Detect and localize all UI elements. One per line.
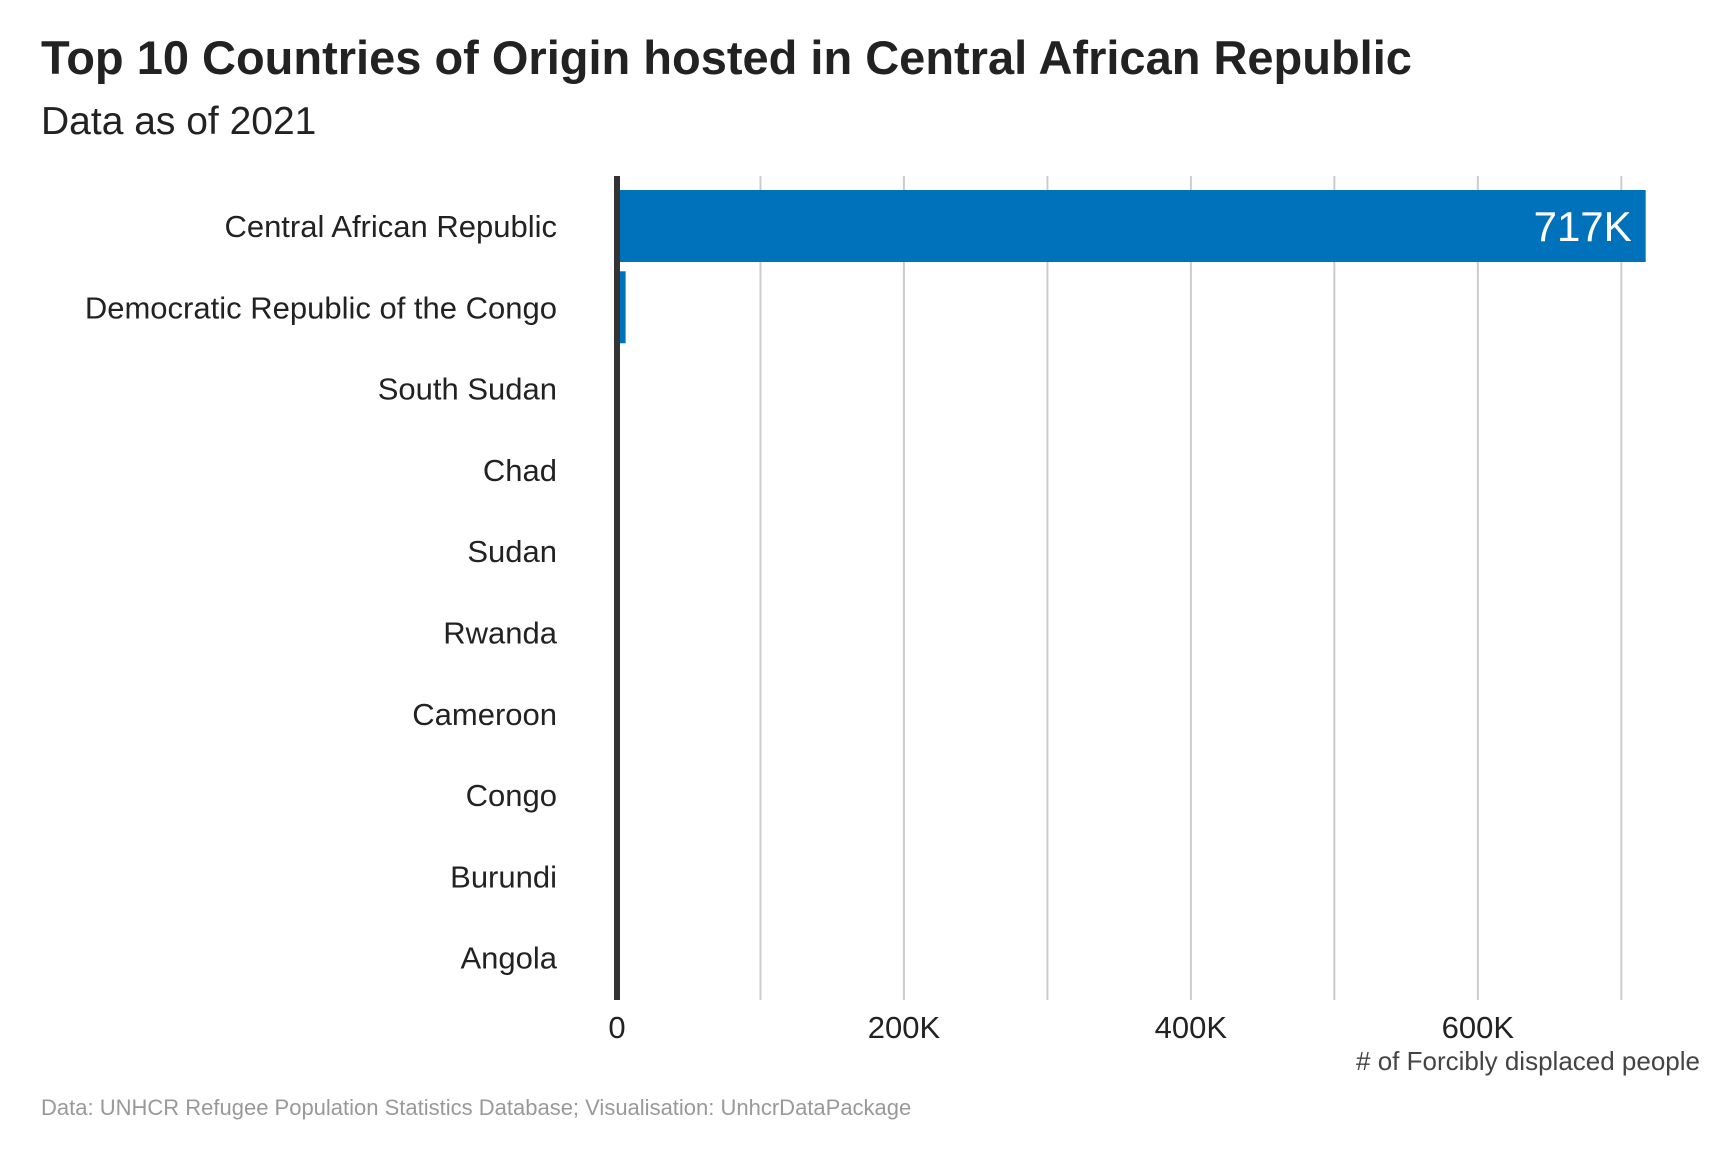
gridlines — [759, 176, 1623, 1000]
x-axis-title: # of Forcibly displaced people — [1356, 1046, 1700, 1076]
category-label: South Sudan — [378, 372, 557, 407]
category-label: Democratic Republic of the Congo — [85, 290, 557, 325]
x-tick-label: 0 — [608, 1010, 625, 1045]
category-label: Burundi — [450, 859, 557, 894]
category-label: Congo — [466, 778, 557, 813]
x-tick-label: 200K — [868, 1010, 941, 1045]
chart-title: Top 10 Countries of Origin hosted in Cen… — [41, 31, 1412, 84]
category-label: Angola — [460, 941, 557, 976]
category-label: Cameroon — [412, 697, 557, 732]
chart-caption: Data: UNHCR Refugee Population Statistic… — [41, 1095, 912, 1120]
category-labels: Central African Republic Democratic Repub… — [85, 209, 558, 976]
bar — [617, 190, 1646, 262]
category-label: Central African Republic — [224, 209, 557, 244]
bar — [617, 271, 626, 344]
category-label: Sudan — [467, 534, 557, 569]
x-tick-label: 600K — [1442, 1010, 1515, 1045]
category-label: Rwanda — [443, 616, 557, 651]
category-label: Chad — [483, 453, 557, 488]
data-label: 717K — [1534, 203, 1632, 250]
x-axis-ticks: 0 200K 400K 600K — [608, 1010, 1514, 1045]
chart-subtitle: Data as of 2021 — [41, 100, 317, 143]
x-tick-label: 400K — [1155, 1010, 1228, 1045]
bars: 717K — [617, 190, 1646, 994]
